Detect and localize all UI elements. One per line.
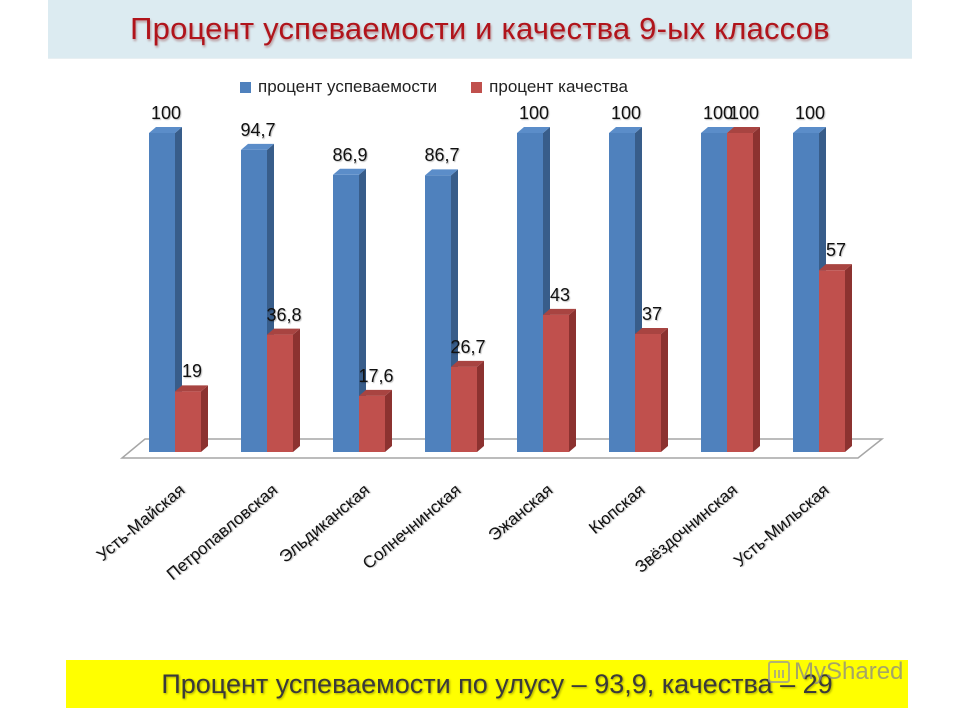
bar-progress	[425, 175, 451, 452]
bar-top	[425, 169, 458, 176]
bar-top	[635, 327, 668, 334]
slide-title: Процент успеваемости и качества 9-ых кла…	[130, 11, 830, 46]
value-label-quality: 36,8	[266, 304, 302, 325]
summary-text: Процент успеваемости по улусу – 93,9, ка…	[161, 668, 833, 699]
bar-quality	[451, 366, 477, 452]
bar-side	[753, 127, 760, 452]
bar-side	[477, 360, 484, 452]
value-label-progress: 86,7	[424, 145, 460, 166]
bar-top	[451, 360, 484, 367]
legend-swatch-progress	[240, 81, 251, 93]
bar-quality	[635, 333, 661, 452]
bar-top	[333, 168, 366, 175]
presentation-icon	[768, 661, 790, 683]
value-label-quality: 26,7	[450, 336, 486, 357]
legend-label-quality: процент качества	[489, 77, 628, 96]
bar-quality	[267, 334, 293, 452]
value-label-progress: 100	[518, 103, 550, 123]
bar-top	[359, 389, 392, 396]
bar-top	[175, 385, 208, 392]
value-label-quality: 37	[641, 303, 663, 324]
value-label-progress: 100	[702, 103, 734, 123]
bar-top	[701, 127, 734, 133]
chart-floor	[119, 438, 885, 459]
bar-side	[569, 308, 576, 452]
bar-side	[201, 385, 208, 452]
bar-progress	[333, 174, 359, 452]
bar-quality	[819, 270, 845, 452]
value-label-progress: 100	[794, 103, 826, 123]
bar-top	[609, 127, 642, 133]
bar-side	[661, 327, 668, 452]
bar-progress	[793, 133, 819, 452]
value-label-progress: 100	[610, 103, 642, 123]
bar-side	[845, 264, 852, 452]
bar-quality	[175, 391, 201, 452]
value-label-progress: 100	[150, 103, 182, 123]
watermark: MyShared	[768, 658, 903, 686]
summary-band: Процент успеваемости по улусу – 93,9, ка…	[66, 660, 908, 708]
title-band: Процент успеваемости и качества 9-ых кла…	[48, 0, 912, 59]
bar-progress	[241, 149, 267, 453]
value-label-quality: 43	[549, 284, 571, 305]
value-label-quality: 100	[728, 103, 760, 123]
bar-quality	[359, 395, 385, 452]
value-label-quality: 19	[181, 361, 203, 382]
bar-top	[543, 308, 576, 315]
value-label-quality: 17,6	[358, 365, 394, 386]
bar-top	[267, 328, 300, 335]
legend-label-progress: процент успеваемости	[258, 77, 438, 96]
watermark-text: MyShared	[794, 658, 904, 685]
value-label-progress: 86,9	[332, 144, 368, 165]
bar-quality	[543, 314, 569, 452]
bar-quality	[727, 133, 753, 452]
bar-top	[793, 127, 826, 133]
bar-progress	[517, 133, 543, 452]
bar-top	[819, 264, 852, 271]
bar-progress	[701, 133, 727, 452]
bar-top	[517, 127, 550, 133]
chart-legend: процент успеваемости процент качества	[240, 76, 628, 98]
bar-progress	[609, 133, 635, 452]
legend-item-progress: процент успеваемости	[240, 77, 437, 97]
bar-side	[359, 168, 366, 452]
bar-top	[149, 127, 182, 133]
value-label-quality: 57	[825, 240, 847, 261]
bar-top	[241, 143, 274, 150]
legend-swatch-quality	[471, 81, 483, 93]
value-label-progress: 94,7	[240, 119, 276, 140]
legend-item-quality: процент качества	[471, 77, 628, 97]
bar-progress	[149, 133, 175, 452]
bar-side	[385, 389, 392, 452]
bar-side	[293, 328, 300, 452]
bar-top	[727, 127, 760, 133]
bar-side	[175, 127, 182, 452]
